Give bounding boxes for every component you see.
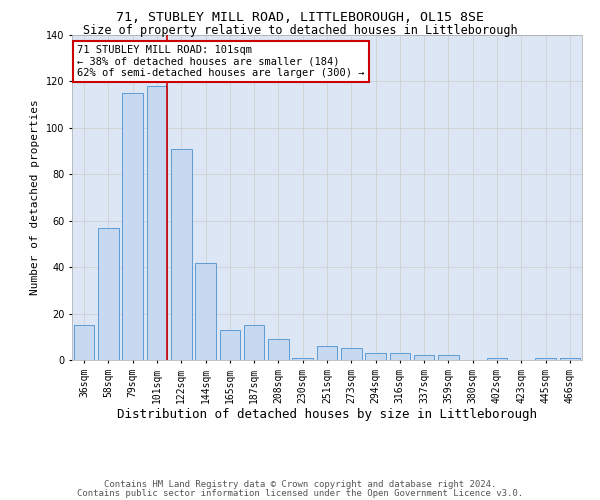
Bar bbox=[341, 348, 362, 360]
Bar bbox=[146, 86, 167, 360]
Bar bbox=[74, 325, 94, 360]
Bar bbox=[292, 358, 313, 360]
Bar bbox=[389, 353, 410, 360]
Text: Contains HM Land Registry data © Crown copyright and database right 2024.: Contains HM Land Registry data © Crown c… bbox=[104, 480, 496, 489]
Y-axis label: Number of detached properties: Number of detached properties bbox=[31, 100, 40, 296]
Bar bbox=[171, 149, 191, 360]
Bar bbox=[98, 228, 119, 360]
Text: 71, STUBLEY MILL ROAD, LITTLEBOROUGH, OL15 8SE: 71, STUBLEY MILL ROAD, LITTLEBOROUGH, OL… bbox=[116, 11, 484, 24]
Text: Size of property relative to detached houses in Littleborough: Size of property relative to detached ho… bbox=[83, 24, 517, 37]
Bar bbox=[268, 339, 289, 360]
Bar bbox=[122, 93, 143, 360]
Bar bbox=[560, 358, 580, 360]
Bar bbox=[220, 330, 240, 360]
Bar bbox=[438, 356, 459, 360]
Bar bbox=[414, 356, 434, 360]
Bar bbox=[244, 325, 265, 360]
Text: Contains public sector information licensed under the Open Government Licence v3: Contains public sector information licen… bbox=[77, 488, 523, 498]
Bar bbox=[195, 262, 216, 360]
X-axis label: Distribution of detached houses by size in Littleborough: Distribution of detached houses by size … bbox=[117, 408, 537, 422]
Bar bbox=[487, 358, 508, 360]
Bar bbox=[365, 353, 386, 360]
Text: 71 STUBLEY MILL ROAD: 101sqm
← 38% of detached houses are smaller (184)
62% of s: 71 STUBLEY MILL ROAD: 101sqm ← 38% of de… bbox=[77, 45, 365, 78]
Bar bbox=[535, 358, 556, 360]
Bar bbox=[317, 346, 337, 360]
